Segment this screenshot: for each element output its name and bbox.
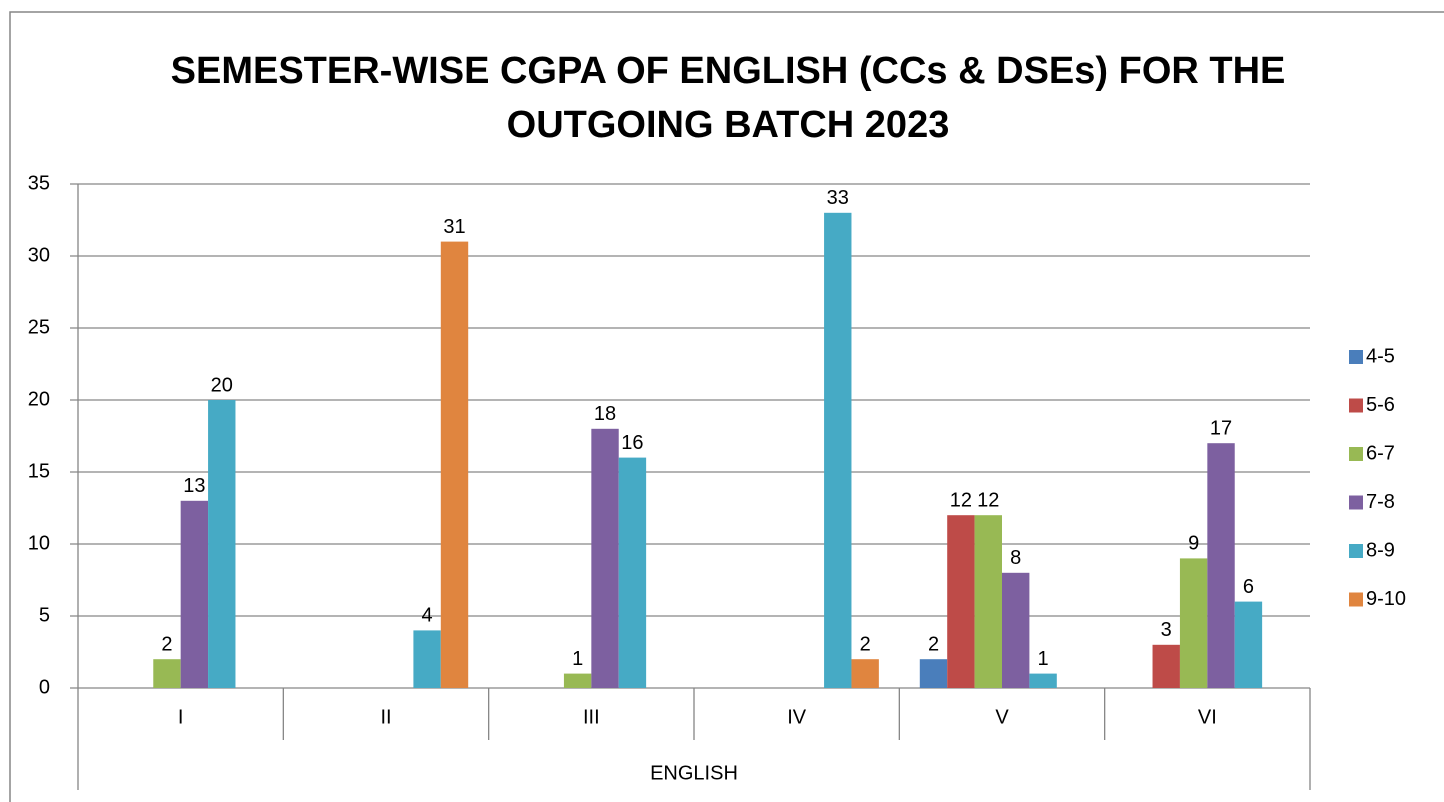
data-label: 20 xyxy=(211,374,233,396)
bar xyxy=(1179,558,1208,688)
data-label: 33 xyxy=(827,187,849,209)
y-tick-label: 5 xyxy=(39,604,50,626)
x-tick-label: VI xyxy=(1198,706,1217,728)
bar xyxy=(1207,443,1235,688)
legend-swatch xyxy=(1349,544,1363,558)
y-tick-label: 10 xyxy=(28,532,50,554)
bar xyxy=(208,400,236,688)
bar xyxy=(153,659,181,688)
legend-swatch xyxy=(1349,447,1363,461)
data-label: 1 xyxy=(1038,648,1049,670)
y-tick-label: 0 xyxy=(39,676,50,698)
bar xyxy=(1029,673,1057,688)
bar xyxy=(563,673,592,688)
data-label: 6 xyxy=(1243,576,1254,598)
data-label: 1 xyxy=(572,648,583,670)
legend-swatch xyxy=(1349,592,1363,607)
y-tick-label: 20 xyxy=(28,388,50,410)
legend-swatch xyxy=(1349,398,1363,413)
bar xyxy=(947,515,975,688)
y-tick-label: 15 xyxy=(28,460,50,482)
x-tick-label: V xyxy=(995,706,1009,728)
data-label: 3 xyxy=(1161,619,1172,641)
chart-title: SEMESTER-WISE CGPA OF ENGLISH (CCs & DSE… xyxy=(171,50,1286,92)
data-label: 2 xyxy=(161,633,172,655)
data-label: 18 xyxy=(594,403,616,425)
x-tick-label: I xyxy=(178,706,184,728)
y-tick-label: 30 xyxy=(28,244,50,266)
x-tick-label: II xyxy=(380,706,391,728)
bar xyxy=(180,500,209,688)
data-label: 9 xyxy=(1188,533,1199,555)
legend-label: 9-10 xyxy=(1366,588,1406,610)
legend-label: 5-6 xyxy=(1366,394,1395,416)
x-tick-label: IV xyxy=(787,706,807,728)
y-tick-label: 25 xyxy=(28,316,50,338)
legend-label: 6-7 xyxy=(1366,442,1395,464)
bar xyxy=(413,630,441,688)
data-label: 12 xyxy=(977,489,999,511)
data-label: 16 xyxy=(621,432,643,454)
legend-swatch xyxy=(1349,350,1363,364)
legend-label: 8-9 xyxy=(1366,539,1395,561)
bar xyxy=(1152,644,1180,688)
data-label: 4 xyxy=(422,605,433,627)
bar xyxy=(824,212,852,689)
bar xyxy=(591,428,619,688)
legend-label: 4-5 xyxy=(1366,345,1395,367)
chart-title: OUTGOING BATCH 2023 xyxy=(507,104,950,146)
data-label: 8 xyxy=(1010,547,1021,569)
bar xyxy=(919,659,948,688)
bar xyxy=(1234,601,1263,688)
data-label: 13 xyxy=(183,475,205,497)
legend-swatch xyxy=(1349,495,1363,510)
data-label: 2 xyxy=(928,633,939,655)
bar xyxy=(1002,572,1030,688)
data-label: 2 xyxy=(860,633,871,655)
x-tick-label: III xyxy=(583,706,600,728)
data-label: 12 xyxy=(950,489,972,511)
data-label: 31 xyxy=(443,216,465,238)
bar xyxy=(974,515,1002,688)
x-group-label: ENGLISH xyxy=(650,762,738,784)
bar xyxy=(851,659,879,688)
bar xyxy=(440,241,469,688)
data-label: 17 xyxy=(1210,417,1232,439)
legend-label: 7-8 xyxy=(1366,491,1395,513)
y-tick-label: 35 xyxy=(28,172,50,194)
bar xyxy=(618,457,647,688)
